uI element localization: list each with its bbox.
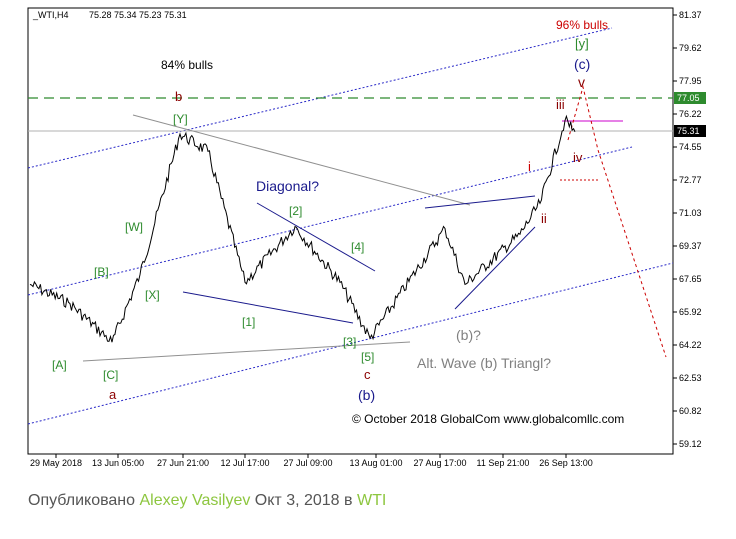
plot-frame [27,7,674,455]
annot-alt-wave: Alt. Wave (b) Triangl? [417,355,551,371]
y-tick-label: 69.37 [679,241,702,251]
channel-lower [27,262,674,425]
price-line [29,114,576,343]
x-tick-label: 26 Sep 13:00 [539,458,593,468]
x-tick-label: 12 Jul 17:00 [220,458,269,468]
wave-C-bracket: [C] [103,368,118,382]
y-tick-label: 59.12 [679,439,702,449]
wave-A-bracket: [A] [52,358,67,372]
caption: Опубликовано Alexey Vasilyev Окт 3, 2018… [28,492,386,510]
instrument-link[interactable]: WTI [356,492,387,509]
y-tick-label: 72.77 [679,175,702,185]
wave-v: v [578,74,585,90]
ohlc-header: 75.28 75.34 75.23 75.31 [89,10,187,20]
wave-a: a [109,387,117,402]
wave-2-bracket: [2] [289,204,302,218]
x-tick-label: 27 Jul 09:00 [283,458,332,468]
annot-b-question: (b)? [456,327,481,343]
annot-96-bulls: 96% bulls [556,18,608,32]
annot-copyright: © October 2018 GlobalCom www.globalcomll… [352,412,624,426]
wave-1-bracket: [1] [242,315,255,329]
gray-trendline-top [132,114,471,206]
y-tick-label: 64.22 [679,340,702,350]
y-tick-label: 71.03 [679,208,702,218]
triangle-lower [454,226,536,310]
y-tick-label: 67.65 [679,274,702,284]
x-tick-label: 27 Jun 21:00 [157,458,209,468]
caption-date: Окт 3, 2018 в [250,492,357,509]
wave-c: c [364,367,371,382]
diagonal-upper [256,202,376,272]
chart: 81.37 79.62 77.95 76.22 74.55 72.77 71.03 69.37… [27,7,706,468]
x-tick-label: 13 Aug 01:00 [349,458,402,468]
price-tag-current-text: 75.31 [677,126,700,136]
x-tick-label: 13 Jun 05:00 [92,458,144,468]
wave-X-bracket: [X] [145,288,160,302]
x-tick-label: 11 Sep 21:00 [477,458,530,468]
wave-B-bracket: [B] [94,265,109,279]
wave-y-bracket: [y] [575,36,589,51]
wave-ii: ii [541,211,547,226]
wave-c-paren: (c) [574,56,590,72]
author-link[interactable]: Alexey Vasilyev [139,492,251,509]
wave-i: i [528,159,531,174]
y-tick-label: 65.92 [679,307,702,317]
price-tag-current: 75.31 [674,125,706,137]
price-tag-level-text: 77.05 [677,93,700,103]
y-tick-label: 79.62 [679,43,702,53]
y-tick-label: 60.82 [679,406,702,416]
triangle-upper [424,195,536,209]
y-tick-label: 81.37 [679,10,702,20]
wave-5-bracket: [5] [361,350,374,364]
y-tick-label: 74.55 [679,142,702,152]
y-axis: 81.37 79.62 77.95 76.22 74.55 72.77 71.03 69.37… [673,10,702,449]
annot-84-bulls: 84% bulls [161,58,213,72]
y-tick-label: 76.22 [679,109,702,119]
projection-path [567,85,667,358]
wave-b-paren: (b) [358,387,375,403]
price-tag-level: 77.05 [674,92,706,104]
symbol-label: _WTI,H4 [32,10,69,20]
wave-W-bracket: [W] [125,220,143,234]
wave-iv: iv [573,150,583,165]
y-tick-label: 77.95 [679,76,702,86]
annot-diagonal: Diagonal? [256,178,319,194]
wave-4-bracket: [4] [351,240,364,254]
x-tick-label: 29 May 2018 [30,458,82,468]
diagonal-lower [182,291,354,324]
wave-b: b [175,89,182,104]
caption-prefix: Опубликовано [28,492,140,509]
y-tick-label: 62.53 [679,373,702,383]
wave-iii: iii [556,97,565,112]
wave-Y-bracket: [Y] [173,112,188,126]
x-axis: 29 May 2018 13 Jun 05:00 27 Jun 21:00 12 Ju… [30,454,593,468]
gray-trendline-bottom [82,341,411,362]
x-tick-label: 27 Aug 17:00 [413,458,466,468]
wave-3-bracket: [3] [343,335,356,349]
